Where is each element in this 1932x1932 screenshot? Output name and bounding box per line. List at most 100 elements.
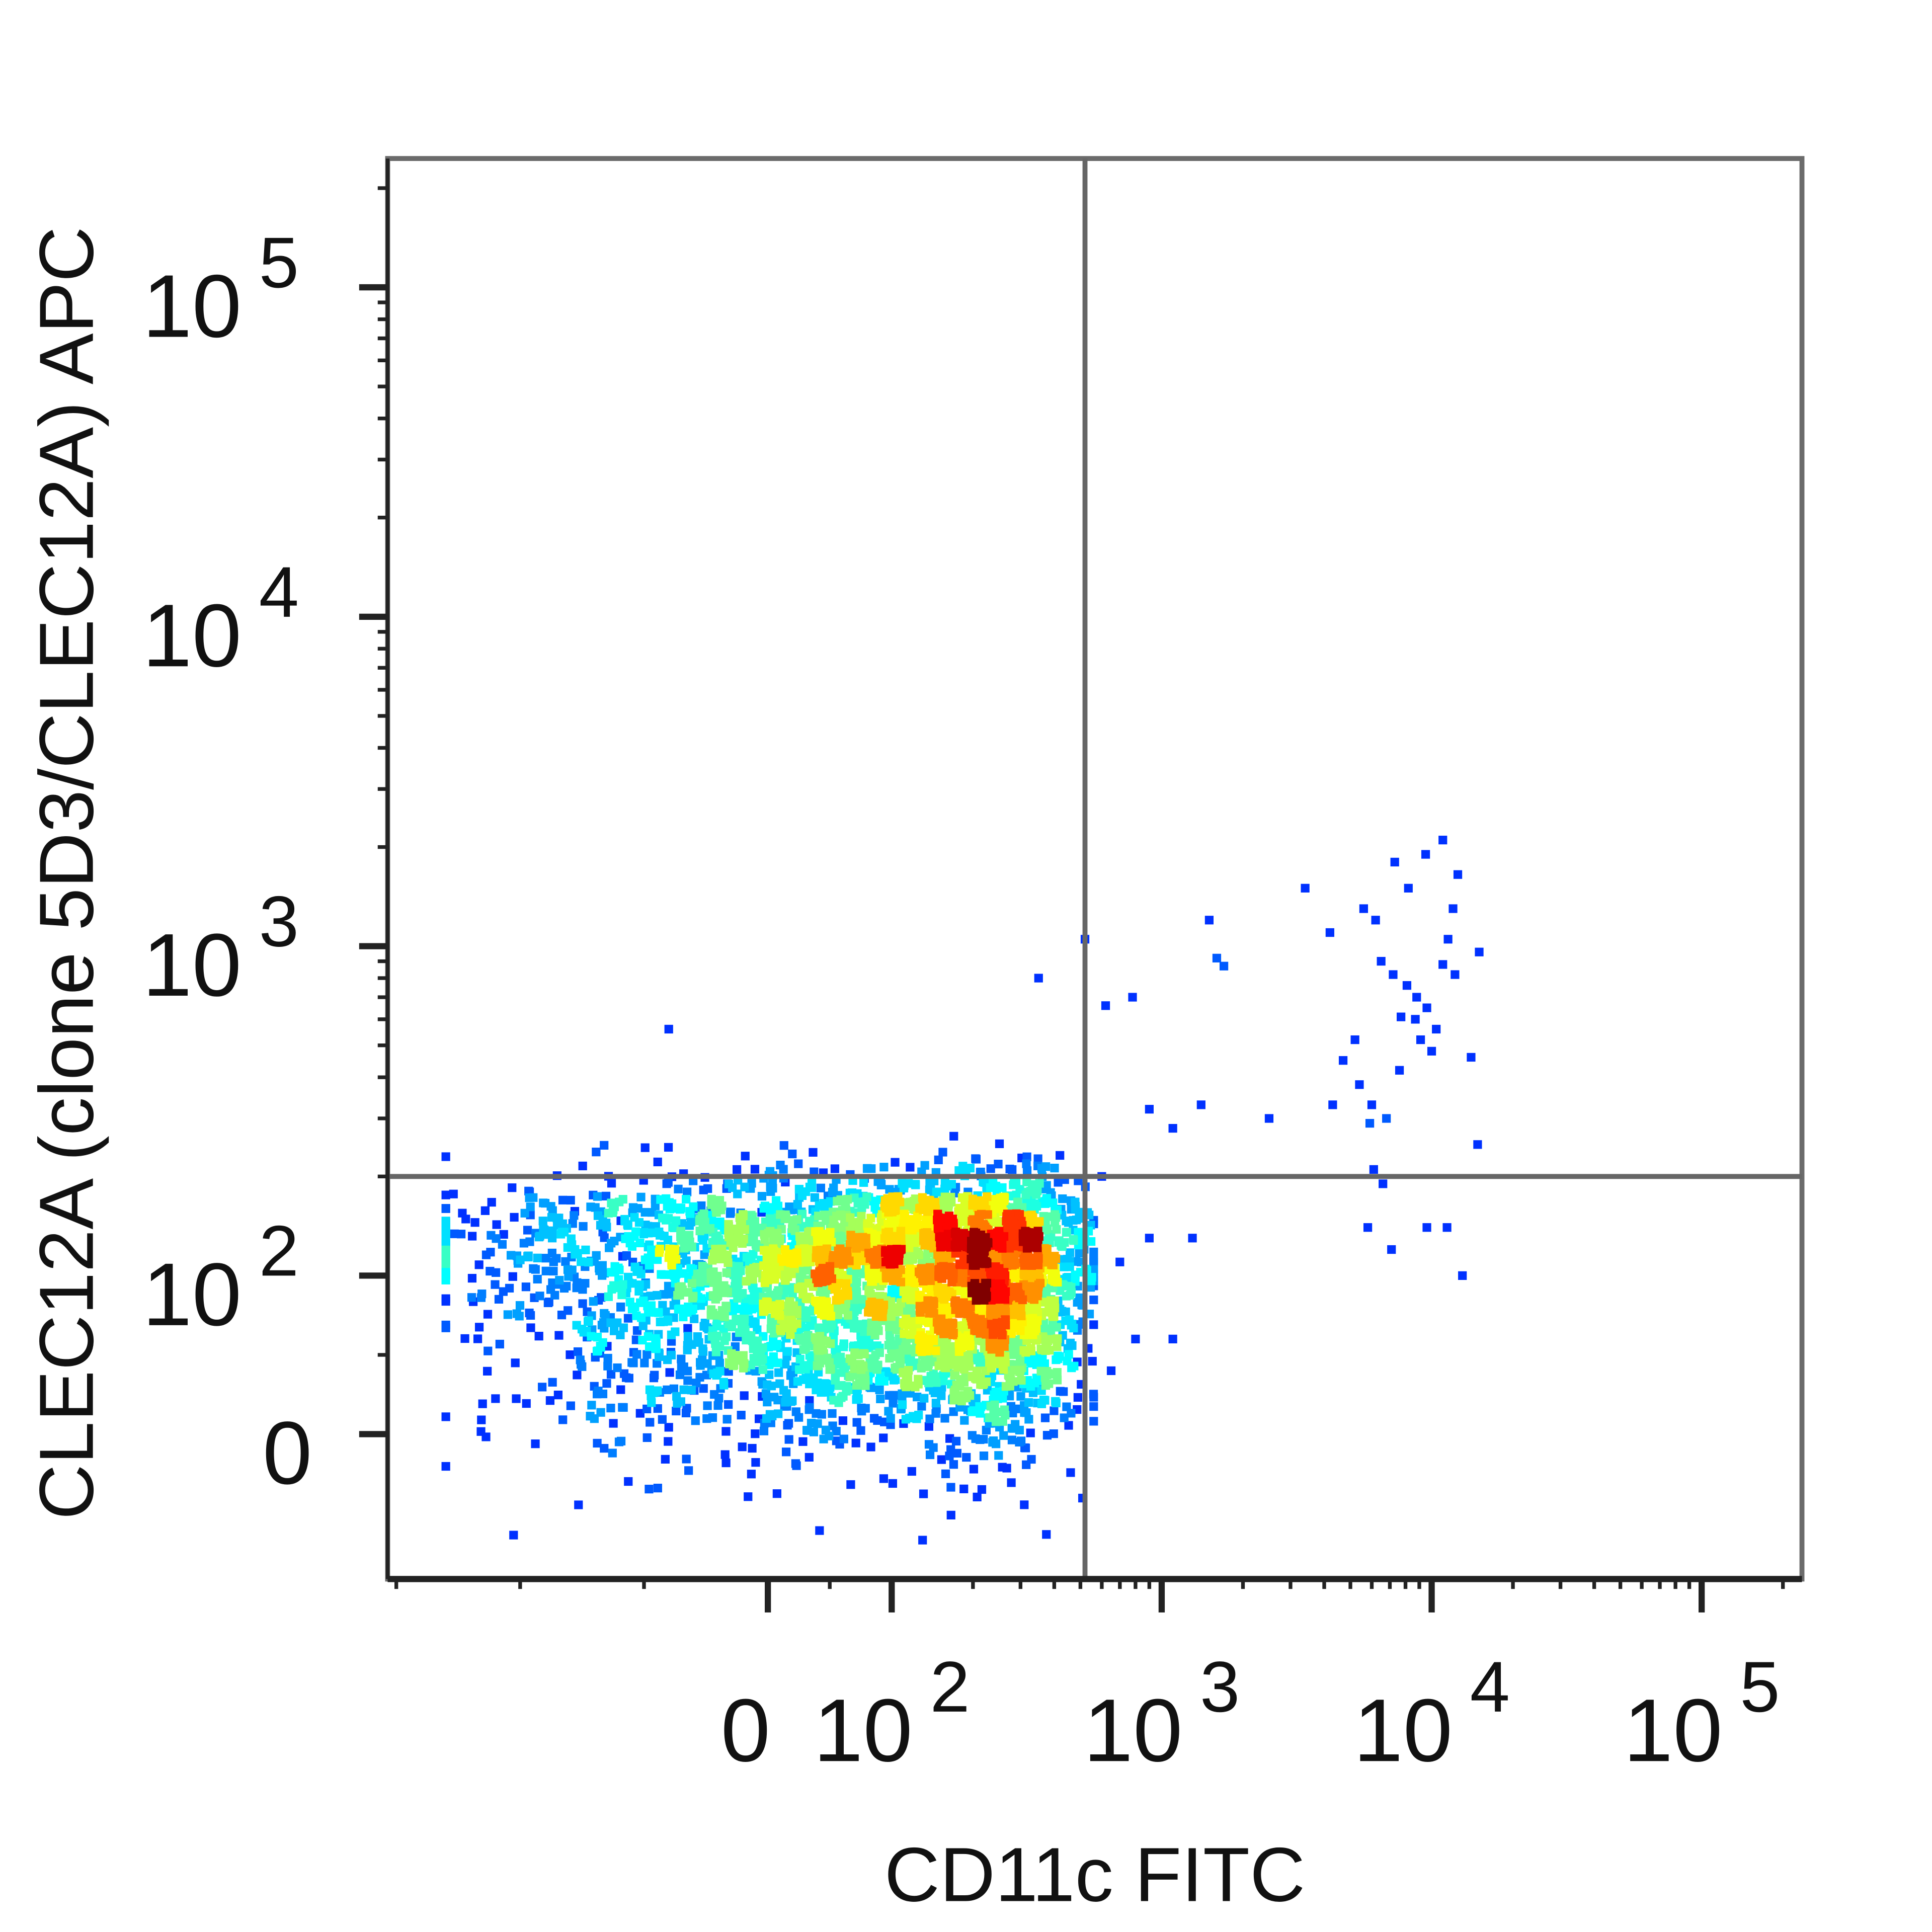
data-point xyxy=(655,1227,664,1237)
data-point xyxy=(1379,1179,1388,1188)
data-point xyxy=(765,1255,774,1264)
data-point xyxy=(829,1183,838,1192)
data-point xyxy=(775,1301,784,1310)
data-point xyxy=(809,1373,818,1382)
data-point xyxy=(1443,935,1453,944)
data-point xyxy=(866,1442,875,1452)
data-point xyxy=(870,1248,879,1257)
data-point xyxy=(1073,1393,1082,1402)
data-point xyxy=(918,1536,927,1545)
data-point xyxy=(467,1273,477,1283)
data-point xyxy=(758,1365,767,1374)
data-point xyxy=(696,1361,705,1370)
data-point xyxy=(859,1178,868,1187)
data-point xyxy=(988,1438,997,1447)
data-point xyxy=(714,1205,723,1215)
data-point xyxy=(781,1213,790,1222)
data-point xyxy=(883,1249,892,1258)
data-point xyxy=(746,1237,755,1247)
data-point xyxy=(467,1293,476,1302)
data-point xyxy=(950,1386,959,1395)
y-tick-label: 0 xyxy=(263,1403,312,1503)
data-point xyxy=(787,1269,796,1278)
data-point xyxy=(781,1398,790,1407)
data-point xyxy=(1106,1366,1116,1376)
data-point xyxy=(785,1202,794,1212)
data-point xyxy=(697,1201,706,1211)
data-point xyxy=(686,1218,696,1227)
data-point xyxy=(760,1306,769,1315)
data-point xyxy=(1075,1293,1084,1303)
data-point xyxy=(598,1389,608,1399)
x-tick-label: 10 3 xyxy=(1083,1647,1240,1780)
data-point xyxy=(891,1158,900,1167)
data-point xyxy=(656,1195,665,1204)
data-point xyxy=(558,1219,568,1228)
data-point xyxy=(671,1216,681,1225)
data-point xyxy=(810,1193,819,1202)
data-point xyxy=(848,1218,857,1227)
data-point xyxy=(885,1331,894,1340)
data-point xyxy=(636,1192,646,1201)
data-point xyxy=(727,1225,736,1234)
data-point xyxy=(1219,961,1229,971)
data-point xyxy=(1062,1217,1071,1226)
data-point xyxy=(1050,1406,1059,1415)
data-point xyxy=(734,1271,743,1280)
data-point xyxy=(907,1224,916,1233)
data-point xyxy=(769,1247,779,1256)
data-point xyxy=(604,1292,613,1301)
data-point xyxy=(977,1485,987,1494)
data-point xyxy=(709,1369,718,1379)
data-point xyxy=(1034,1282,1043,1292)
data-point xyxy=(972,1326,981,1335)
data-point xyxy=(892,1325,901,1334)
data-point xyxy=(664,1423,673,1432)
data-point xyxy=(1056,1151,1065,1160)
data-point xyxy=(642,1433,652,1442)
data-point xyxy=(610,1267,619,1276)
data-point xyxy=(717,1244,727,1254)
data-point xyxy=(826,1383,835,1392)
data-point xyxy=(785,1286,794,1295)
data-point xyxy=(1057,1241,1066,1250)
data-point xyxy=(814,1247,823,1256)
data-point xyxy=(662,1216,671,1225)
data-point xyxy=(538,1383,547,1392)
data-point xyxy=(713,1401,722,1410)
data-point xyxy=(894,1307,904,1317)
data-point xyxy=(826,1312,836,1321)
data-point xyxy=(1051,1210,1060,1219)
data-point xyxy=(895,1359,905,1369)
data-point xyxy=(850,1193,859,1202)
data-point xyxy=(1033,1227,1042,1236)
data-point xyxy=(578,1299,587,1308)
data-point xyxy=(602,1379,611,1388)
data-point xyxy=(772,1270,781,1279)
data-point xyxy=(1002,1217,1011,1226)
data-point xyxy=(843,1311,852,1320)
data-point xyxy=(509,1531,518,1540)
data-point xyxy=(783,1347,792,1356)
data-point xyxy=(636,1269,646,1278)
data-point xyxy=(1017,1376,1026,1385)
data-point xyxy=(682,1455,691,1464)
data-point xyxy=(906,1197,915,1206)
data-point xyxy=(920,1394,929,1403)
data-point xyxy=(792,1306,801,1315)
data-point xyxy=(986,1304,996,1313)
data-point xyxy=(839,1342,848,1351)
data-point xyxy=(959,1375,968,1384)
data-point xyxy=(441,1152,450,1161)
data-point xyxy=(478,1399,487,1408)
data-point xyxy=(818,1297,827,1306)
data-point xyxy=(1001,1316,1010,1325)
data-point xyxy=(1055,1352,1064,1361)
data-point xyxy=(1049,1304,1058,1313)
data-point xyxy=(826,1339,835,1348)
data-point xyxy=(1115,1257,1124,1266)
data-point xyxy=(1473,1140,1482,1149)
data-point xyxy=(477,1290,487,1299)
data-point xyxy=(849,1324,859,1333)
data-point xyxy=(721,1427,731,1436)
